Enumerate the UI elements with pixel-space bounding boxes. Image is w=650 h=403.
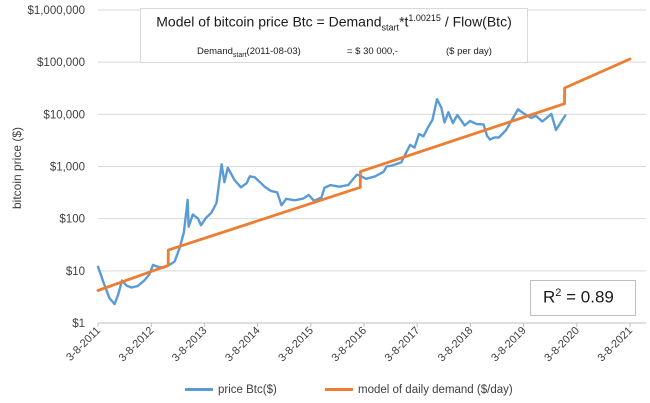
y-tick-label: $100,000 [37, 57, 85, 69]
x-tick-label: 3-8-2019 [489, 325, 529, 365]
x-tick-label: 3-8-2012 [117, 325, 157, 365]
x-tick-label: 3-8-2015 [276, 325, 316, 365]
y-axis-title: bitcoin price ($) [10, 127, 24, 209]
x-tick-label: 3-8-2011 [64, 325, 103, 364]
x-tick-label: 3-8-2016 [329, 325, 369, 365]
x-tick-label: 3-8-2013 [170, 325, 210, 365]
x-tick-label: 3-8-2018 [436, 325, 476, 365]
y-tick-label: $100 [59, 214, 85, 226]
legend-item-model: model of daily demand ($/day) [325, 384, 513, 396]
param-value: = $ 30 000,- [347, 46, 398, 57]
legend-swatch-model [325, 388, 353, 392]
legend-item-price: price Btc($) [185, 384, 277, 396]
y-tick-label: $1,000,000 [27, 5, 85, 17]
legend-swatch-price [185, 388, 213, 392]
x-tick-label: 3-8-2014 [223, 325, 263, 365]
chart-title: Model of bitcoin price Btc = Demandstart… [156, 13, 512, 33]
x-tick-label: 3-8-2017 [383, 325, 423, 365]
y-tick-label: $10,000 [43, 109, 85, 121]
y-tick-label: $1 [72, 318, 85, 330]
series-layer [96, 57, 632, 306]
model-series-line [96, 57, 632, 292]
x-tick-label: 3-8-2021 [595, 325, 635, 365]
param-unit: ($ per day) [446, 46, 492, 57]
y-tick-label: $1,000 [50, 162, 85, 174]
param-label: Demandstart(2011-08-03) [197, 46, 301, 59]
r-squared-box: R2 = 0.89 [530, 280, 636, 316]
y-tick-label: $10 [66, 266, 85, 278]
price-series-line [96, 97, 567, 306]
x-tick-labels: 3-8-2011 3-8-2012 3-8-2013 3-8-2014 3-8-2015… [64, 323, 635, 364]
x-tick-label: 3-8-2020 [542, 325, 582, 365]
chart-title-box: Model of bitcoin price Btc = Demandstart… [140, 8, 528, 63]
y-tick-labels: $1 $10 $100 $1,000 $10,000 $100,000 $1,000,000 [27, 5, 85, 330]
